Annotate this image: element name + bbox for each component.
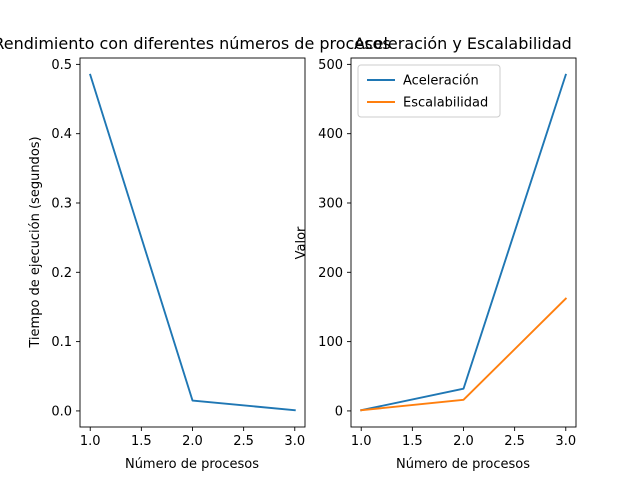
x-tick-label: 2.5 [233,434,254,449]
x-axis-label-performance: Número de procesos [125,457,259,472]
x-tick-label: 2.5 [504,434,525,449]
legend: Aceleración Escalabilidad [357,64,501,118]
legend-label: Aceleración [403,74,479,89]
y-tick-label: 0.4 [51,127,72,142]
plot-area-performance: 1.0 1.5 2.0 2.5 3.0 0.0 0.1 0.2 0.3 0.4 0.5 [51,57,306,449]
y-tick-label: 100 [318,335,343,350]
y-tick-label: 0.3 [51,196,72,211]
chart-speedup-scalability: 1.0 1.5 2.0 2.5 3.0 0 100 200 300 400 500 Aceleraci… [294,34,577,472]
y-tick-label: 200 [318,266,343,281]
y-tick-label: 0.2 [51,266,72,281]
y-axis-label-performance: Tiempo de ejecución (segundos) [28,136,43,348]
x-tick-label: 1.5 [402,434,423,449]
chart-performance: 1.0 1.5 2.0 2.5 3.0 0.0 0.1 0.2 0.3 0.4 0.5 Rendim… [0,34,391,472]
chart-title-performance: Rendimiento con diferentes números de pr… [0,34,391,53]
y-tick-label: 0.0 [51,404,72,419]
chart-title-speedup-scalability: Aceleración y Escalabilidad [354,34,572,53]
y-tick-label: 0.1 [51,335,72,350]
legend-label: Escalabilidad [403,96,488,111]
x-tick-label: 3.0 [284,434,305,449]
x-tick-label: 1.5 [131,434,152,449]
x-tick-label: 1.0 [80,434,101,449]
plot-area-speedup-scalability: 1.0 1.5 2.0 2.5 3.0 0 100 200 300 400 500 Aceleraci… [318,57,577,449]
series-line-escalabilidad [360,297,568,412]
series-line-aceleracion [360,73,567,412]
legend-box [357,64,501,118]
y-tick-label: 500 [318,58,343,73]
y-tick-label: 0.5 [51,58,72,73]
x-tick-label: 2.0 [453,434,474,449]
y-tick-label: 300 [318,196,343,211]
y-axis-label-speedup-scalability: Valor [294,226,309,259]
y-tick-label: 0 [335,404,343,419]
x-tick-label: 3.0 [555,434,576,449]
y-tick-label: 400 [318,127,343,142]
x-axis-label-speedup-scalability: Número de procesos [396,457,530,472]
x-tick-label: 2.0 [182,434,203,449]
series-line-series-0 [89,73,296,412]
x-tick-label: 1.0 [351,434,372,449]
